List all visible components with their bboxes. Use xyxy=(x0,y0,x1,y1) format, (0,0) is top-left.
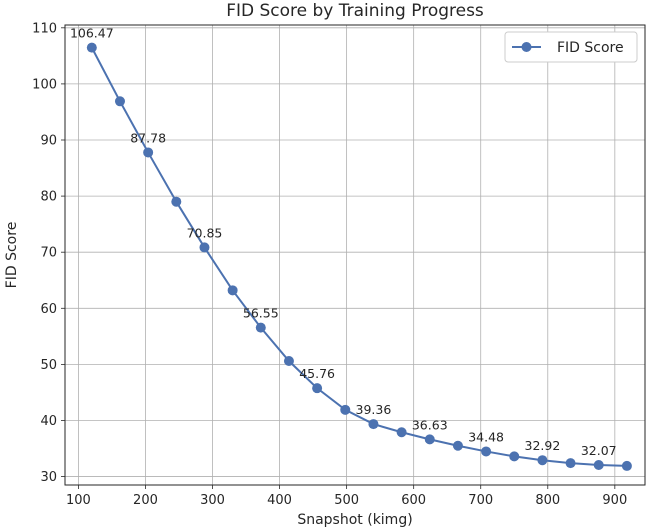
legend-box xyxy=(504,31,638,63)
chart-title: FID Score by Training Progress xyxy=(226,1,484,21)
data-point xyxy=(199,242,210,253)
y-tick-label: 60 xyxy=(40,302,57,317)
legend-marker-swatch xyxy=(521,42,532,52)
plot-frame xyxy=(64,24,646,486)
data-point xyxy=(593,459,604,470)
y-tick-label: 70 xyxy=(40,246,57,261)
legend-label: FID Score xyxy=(557,40,624,56)
data-label: 56.55 xyxy=(243,306,279,321)
data-point xyxy=(481,446,492,457)
series-layer xyxy=(86,42,632,471)
data-point xyxy=(340,404,351,415)
data-point xyxy=(86,42,97,53)
y-tick-label: 40 xyxy=(40,414,57,429)
data-point xyxy=(227,285,238,296)
data-point xyxy=(143,147,154,158)
data-point xyxy=(537,455,548,466)
data-label: 34.48 xyxy=(468,429,504,444)
data-point xyxy=(114,96,125,107)
data-point xyxy=(255,322,266,333)
data-point xyxy=(452,440,463,451)
y-axis-label: FID Score xyxy=(4,222,20,289)
data-point xyxy=(621,460,632,471)
x-tick-label: 800 xyxy=(535,493,560,508)
data-point xyxy=(312,383,323,394)
x-tick-label: 700 xyxy=(468,493,493,508)
x-tick-label: 400 xyxy=(267,493,292,508)
grid-lines xyxy=(65,25,645,485)
x-tick-label: 500 xyxy=(334,493,359,508)
x-axis-ticks: 100 200 300 400 500 600 700 800 900 xyxy=(66,485,627,508)
y-axis-ticks: 30 40 50 60 70 80 90 100 110 xyxy=(32,21,65,485)
data-label: 70.85 xyxy=(187,225,223,240)
data-label: 36.63 xyxy=(412,417,448,432)
data-point xyxy=(171,196,182,207)
data-label: 32.92 xyxy=(525,438,561,453)
y-tick-label: 80 xyxy=(40,190,57,205)
data-point xyxy=(283,356,294,367)
x-tick-label: 100 xyxy=(66,493,91,508)
data-label: 106.47 xyxy=(70,26,114,41)
data-label: 45.76 xyxy=(299,366,335,381)
legend: FID Score xyxy=(504,31,638,63)
y-tick-label: 110 xyxy=(32,21,57,36)
x-axis-label: Snapshot (kimg) xyxy=(297,512,412,528)
x-tick-label: 900 xyxy=(602,493,627,508)
data-point xyxy=(424,434,435,445)
y-tick-label: 30 xyxy=(40,470,57,485)
data-label: 32.07 xyxy=(581,443,617,458)
data-label: 87.78 xyxy=(130,130,166,145)
data-point xyxy=(368,419,379,430)
data-labels: 106.47 87.78 70.85 56.55 45.76 39.36 36.63 34.4… xyxy=(70,26,617,458)
data-point xyxy=(565,458,576,469)
data-point xyxy=(396,427,407,438)
x-tick-label: 600 xyxy=(401,493,426,508)
data-point xyxy=(509,451,520,462)
y-tick-label: 100 xyxy=(32,77,57,92)
y-tick-label: 90 xyxy=(40,134,57,149)
data-label: 39.36 xyxy=(356,402,392,417)
x-tick-label: 300 xyxy=(200,493,225,508)
y-tick-label: 50 xyxy=(40,358,57,373)
x-tick-label: 200 xyxy=(133,493,158,508)
